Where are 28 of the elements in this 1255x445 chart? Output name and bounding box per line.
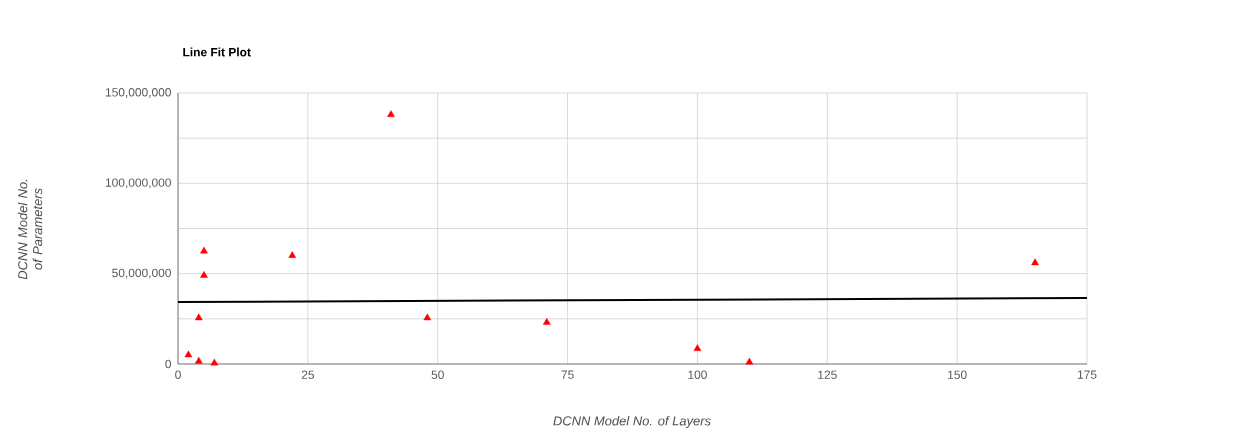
x-axis-title: DCNN Model No. of Layers	[553, 415, 711, 429]
y-tick-label: 150,000,000	[105, 88, 172, 98]
y-tick-label: 100,000,000	[105, 178, 172, 189]
x-tick-label: 125	[818, 370, 837, 379]
point	[693, 344, 702, 351]
point	[387, 110, 395, 117]
point	[194, 356, 203, 364]
x-tick-label: 50	[431, 370, 444, 379]
x-tick-label: 150	[948, 370, 967, 379]
y-tick-label: 50,000,000	[112, 268, 172, 279]
point	[200, 246, 208, 254]
x-tick-label: 25	[301, 370, 314, 379]
y-tick-label: 0	[165, 359, 172, 369]
point	[200, 271, 208, 278]
point	[423, 313, 432, 321]
point	[1031, 258, 1039, 266]
y-axis-title: DCNN Model No. of Parameters	[17, 179, 43, 280]
x-tick-label: 100	[688, 370, 707, 379]
point	[184, 350, 193, 358]
x-tick-label: 75	[561, 370, 574, 379]
x-tick-label: 0	[175, 370, 181, 379]
point	[194, 313, 203, 321]
point	[288, 251, 297, 258]
x-tick-label: 175	[1077, 370, 1097, 379]
point	[542, 318, 551, 325]
point	[210, 358, 219, 366]
point	[745, 357, 754, 365]
chart-title: Line Fit Plot	[183, 47, 251, 57]
